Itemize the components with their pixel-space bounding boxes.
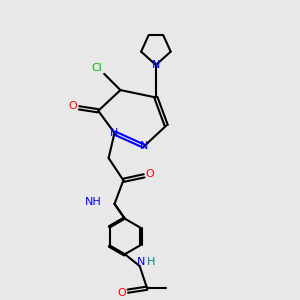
Text: N: N (140, 141, 148, 151)
Text: N: N (152, 60, 160, 70)
Text: O: O (118, 288, 126, 298)
Text: O: O (146, 169, 154, 179)
Text: O: O (69, 101, 77, 111)
Text: N: N (110, 128, 119, 138)
Text: Cl: Cl (91, 63, 102, 73)
Text: H: H (147, 256, 155, 267)
Text: N: N (137, 256, 145, 267)
Text: NH: NH (85, 197, 102, 208)
